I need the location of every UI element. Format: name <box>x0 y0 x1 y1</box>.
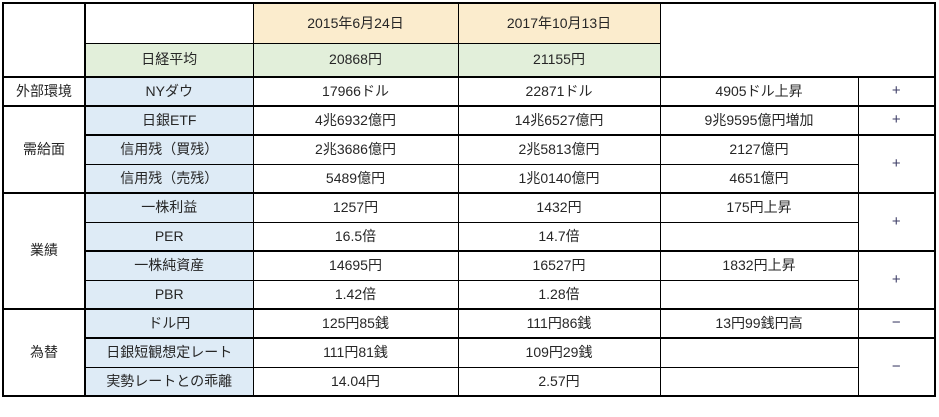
section-label: 業績 <box>2 192 86 310</box>
value-2017: 1.28倍 <box>457 279 661 310</box>
date-header-2017: 2017年10月13日 <box>457 2 661 44</box>
change-value: 13円99銭円高 <box>659 308 859 339</box>
value-2015: 1.42倍 <box>252 279 459 310</box>
row-label: 実勢レートとの乖離 <box>84 366 254 397</box>
value-2017: 16527円 <box>457 250 661 281</box>
change-value <box>659 221 859 252</box>
change-value <box>659 279 859 310</box>
value-2017: 14兆6527億円 <box>457 105 661 136</box>
date-header-2015: 2015年6月24日 <box>252 2 459 44</box>
sign-cell: + <box>857 250 936 310</box>
value-2017: 14.7倍 <box>457 221 661 252</box>
value-2017: 1兆0140億円 <box>457 163 661 194</box>
change-value: 9兆9595億円増加 <box>659 105 859 136</box>
row-label: ドル円 <box>84 308 254 339</box>
value-2015: 16.5倍 <box>252 221 459 252</box>
change-value: 175円上昇 <box>659 192 859 223</box>
value-2017: 1432円 <box>457 192 661 223</box>
value-2017: 2兆5813億円 <box>457 134 661 165</box>
change-value <box>659 337 859 368</box>
sign-cell: + <box>857 105 936 136</box>
nikkei-label: 日経平均 <box>84 42 254 78</box>
section-label: 外部環境 <box>2 76 86 107</box>
sign-cell: + <box>857 76 936 107</box>
value-2017: 22871ドル <box>457 76 661 107</box>
value-2015: 125円85銭 <box>252 308 459 339</box>
value-2017: 109円29銭 <box>457 337 661 368</box>
sign-cell: + <box>857 192 936 252</box>
blank-corner <box>2 2 86 78</box>
sign-cell: − <box>857 337 936 397</box>
row-label: NYダウ <box>84 76 254 107</box>
row-label: PER <box>84 221 254 252</box>
change-value: 1832円上昇 <box>659 250 859 281</box>
section-label: 為替 <box>2 308 86 397</box>
row-label: 信用残（買残） <box>84 134 254 165</box>
row-label: 信用残（売残） <box>84 163 254 194</box>
value-2017: 111円86銭 <box>457 308 661 339</box>
value-2015: 5489億円 <box>252 163 459 194</box>
nikkei-2017: 21155円 <box>457 42 661 78</box>
row-label: 日銀ETF <box>84 105 254 136</box>
value-2015: 2兆3686億円 <box>252 134 459 165</box>
value-2015: 14.04円 <box>252 366 459 397</box>
change-value: 4905ドル上昇 <box>659 76 859 107</box>
row-label: 一株純資産 <box>84 250 254 281</box>
row-label: 一株利益 <box>84 192 254 223</box>
section-label: 需給面 <box>2 105 86 194</box>
value-2015: 4兆6932億円 <box>252 105 459 136</box>
value-2015: 1257円 <box>252 192 459 223</box>
change-value: 4651億円 <box>659 163 859 194</box>
blank-above-index <box>84 2 254 44</box>
sign-cell: + <box>857 134 936 194</box>
value-2017: 2.57円 <box>457 366 661 397</box>
nikkei-2015: 20868円 <box>252 42 459 78</box>
sign-cell: − <box>857 308 936 339</box>
value-2015: 111円81銭 <box>252 337 459 368</box>
change-value <box>659 366 859 397</box>
row-label: PBR <box>84 279 254 310</box>
change-value: 2127億円 <box>659 134 859 165</box>
value-2015: 17966ドル <box>252 76 459 107</box>
comparison-table: 2015年6月24日 2017年10月13日 日経平均 20868円 21155… <box>2 2 936 397</box>
row-label: 日銀短観想定レート <box>84 337 254 368</box>
blank-top-right <box>659 2 936 78</box>
value-2015: 14695円 <box>252 250 459 281</box>
